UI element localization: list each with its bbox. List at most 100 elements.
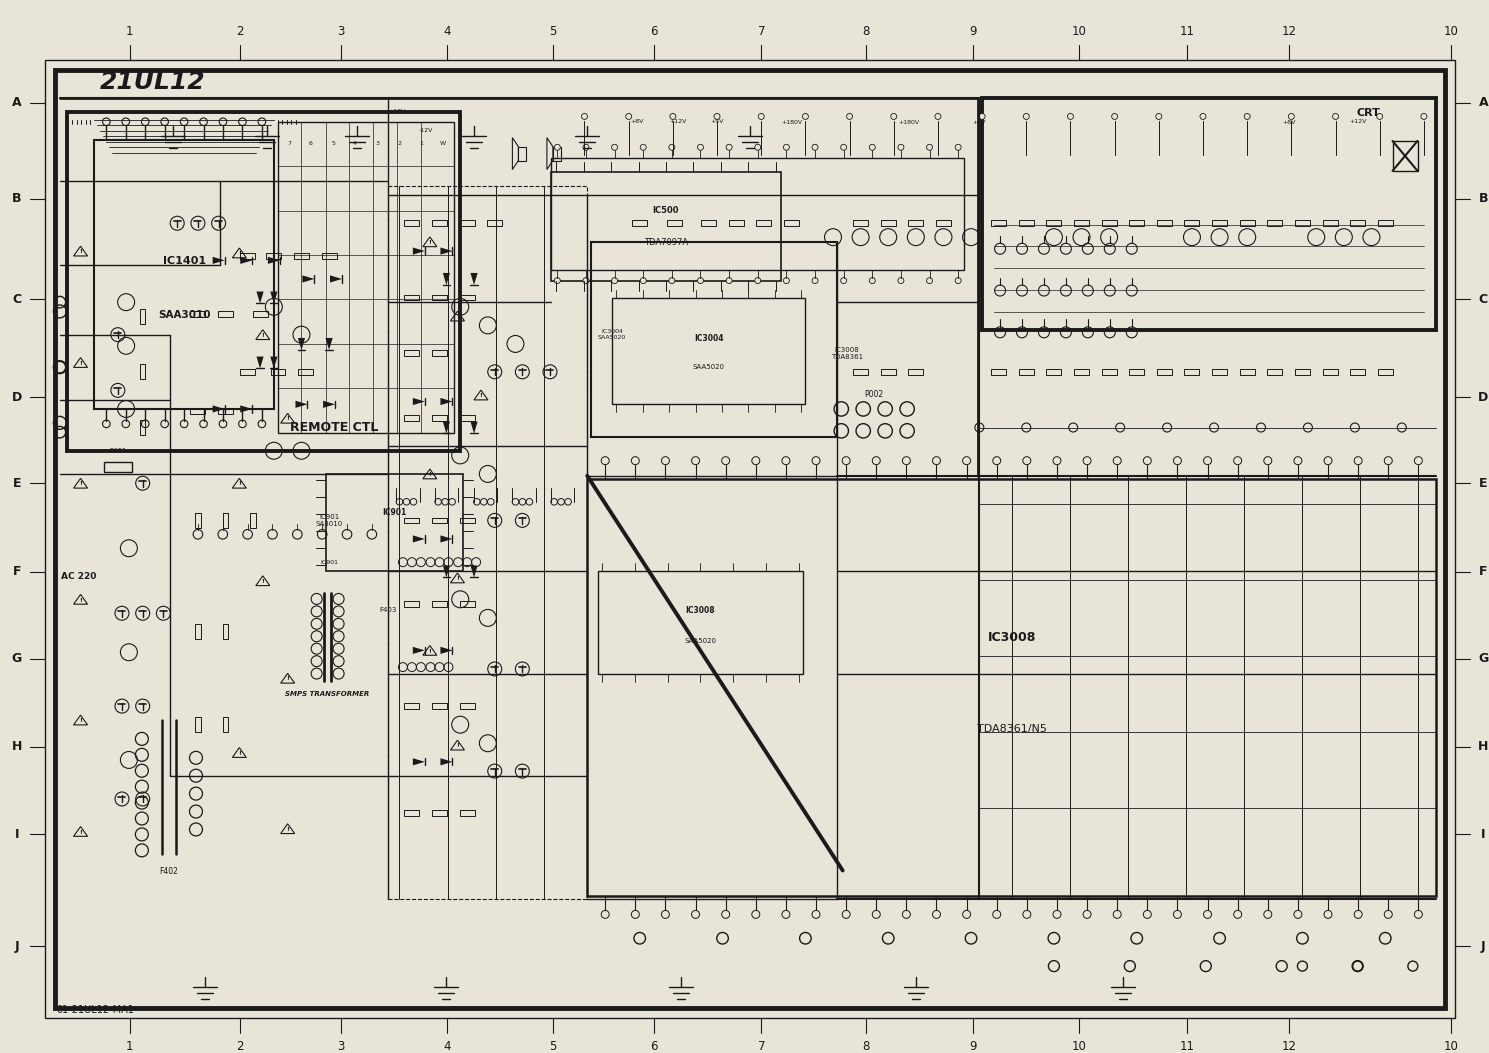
Bar <box>293 253 308 259</box>
Circle shape <box>238 118 246 125</box>
Text: 7: 7 <box>758 1039 765 1053</box>
Text: !: ! <box>79 481 82 486</box>
Bar <box>701 220 716 226</box>
Text: IC500: IC500 <box>652 205 679 215</box>
Circle shape <box>1144 911 1151 918</box>
Circle shape <box>625 114 631 119</box>
Bar <box>55 69 1446 1008</box>
Bar <box>432 295 447 300</box>
Bar <box>853 369 868 375</box>
Polygon shape <box>240 405 252 413</box>
Text: J: J <box>1482 939 1486 953</box>
Circle shape <box>631 457 639 464</box>
Bar <box>1129 220 1144 226</box>
Circle shape <box>898 144 904 151</box>
Circle shape <box>758 114 764 119</box>
Circle shape <box>219 118 226 125</box>
Text: !: ! <box>79 718 82 723</box>
Text: F403: F403 <box>380 607 398 613</box>
Text: CRT: CRT <box>1356 107 1380 118</box>
Circle shape <box>782 457 789 464</box>
Bar <box>633 220 648 226</box>
Circle shape <box>180 118 188 125</box>
Circle shape <box>873 911 880 918</box>
Text: I: I <box>15 828 19 840</box>
Circle shape <box>1173 911 1181 918</box>
Circle shape <box>1200 114 1206 119</box>
Circle shape <box>554 278 560 283</box>
Circle shape <box>1068 114 1074 119</box>
Circle shape <box>843 911 850 918</box>
Bar <box>432 810 447 816</box>
Circle shape <box>1203 457 1212 464</box>
Bar <box>432 416 447 421</box>
Text: 11: 11 <box>1179 1039 1196 1053</box>
Text: !: ! <box>262 579 264 584</box>
Text: F: F <box>1479 565 1488 578</box>
Bar <box>667 220 682 226</box>
Bar <box>191 409 205 414</box>
Polygon shape <box>295 401 307 408</box>
Bar <box>460 416 475 421</box>
Circle shape <box>812 911 820 918</box>
Text: 1: 1 <box>420 141 423 146</box>
Bar <box>405 601 420 607</box>
Bar <box>983 98 1437 330</box>
Text: +180V: +180V <box>898 120 920 125</box>
Circle shape <box>554 144 560 151</box>
Bar <box>432 518 447 523</box>
Text: W: W <box>441 141 447 146</box>
Bar <box>94 140 274 409</box>
Polygon shape <box>331 275 342 282</box>
Circle shape <box>640 144 646 151</box>
Text: 5: 5 <box>331 141 335 146</box>
Polygon shape <box>213 257 225 264</box>
Circle shape <box>1173 457 1181 464</box>
Bar <box>271 369 286 375</box>
Text: +12V: +12V <box>389 110 405 115</box>
Bar <box>140 309 146 323</box>
Circle shape <box>783 144 789 151</box>
Circle shape <box>1053 457 1062 464</box>
Polygon shape <box>412 647 424 654</box>
Polygon shape <box>442 273 450 285</box>
Bar <box>432 601 447 607</box>
Circle shape <box>935 114 941 119</box>
Bar <box>785 220 800 226</box>
Circle shape <box>602 457 609 464</box>
Bar <box>278 122 454 433</box>
Bar <box>1322 369 1337 375</box>
Circle shape <box>1234 911 1242 918</box>
Bar <box>1212 220 1227 226</box>
Bar <box>389 186 587 899</box>
Text: A: A <box>1479 96 1488 110</box>
Text: IC901: IC901 <box>383 509 406 517</box>
Circle shape <box>722 911 730 918</box>
Text: -12V: -12V <box>418 127 433 133</box>
Circle shape <box>200 420 207 428</box>
Text: 10: 10 <box>1072 25 1087 38</box>
Circle shape <box>1264 911 1272 918</box>
Text: 10: 10 <box>1072 1039 1087 1053</box>
Circle shape <box>727 144 733 151</box>
Text: 5: 5 <box>549 25 557 38</box>
Bar <box>908 220 923 226</box>
Text: J: J <box>15 939 19 953</box>
Text: !: ! <box>262 333 264 338</box>
Circle shape <box>803 114 809 119</box>
Circle shape <box>962 911 971 918</box>
Bar <box>460 810 475 816</box>
Circle shape <box>1385 911 1392 918</box>
Circle shape <box>1294 911 1301 918</box>
Bar <box>992 369 1007 375</box>
Bar <box>405 351 420 356</box>
Circle shape <box>1294 457 1301 464</box>
Circle shape <box>582 114 588 119</box>
Circle shape <box>783 278 789 283</box>
Bar <box>612 298 806 404</box>
Bar <box>326 474 463 572</box>
Text: !: ! <box>238 751 241 756</box>
Bar <box>756 220 771 226</box>
Circle shape <box>1415 911 1422 918</box>
Text: REMOTE CTL: REMOTE CTL <box>290 420 378 434</box>
